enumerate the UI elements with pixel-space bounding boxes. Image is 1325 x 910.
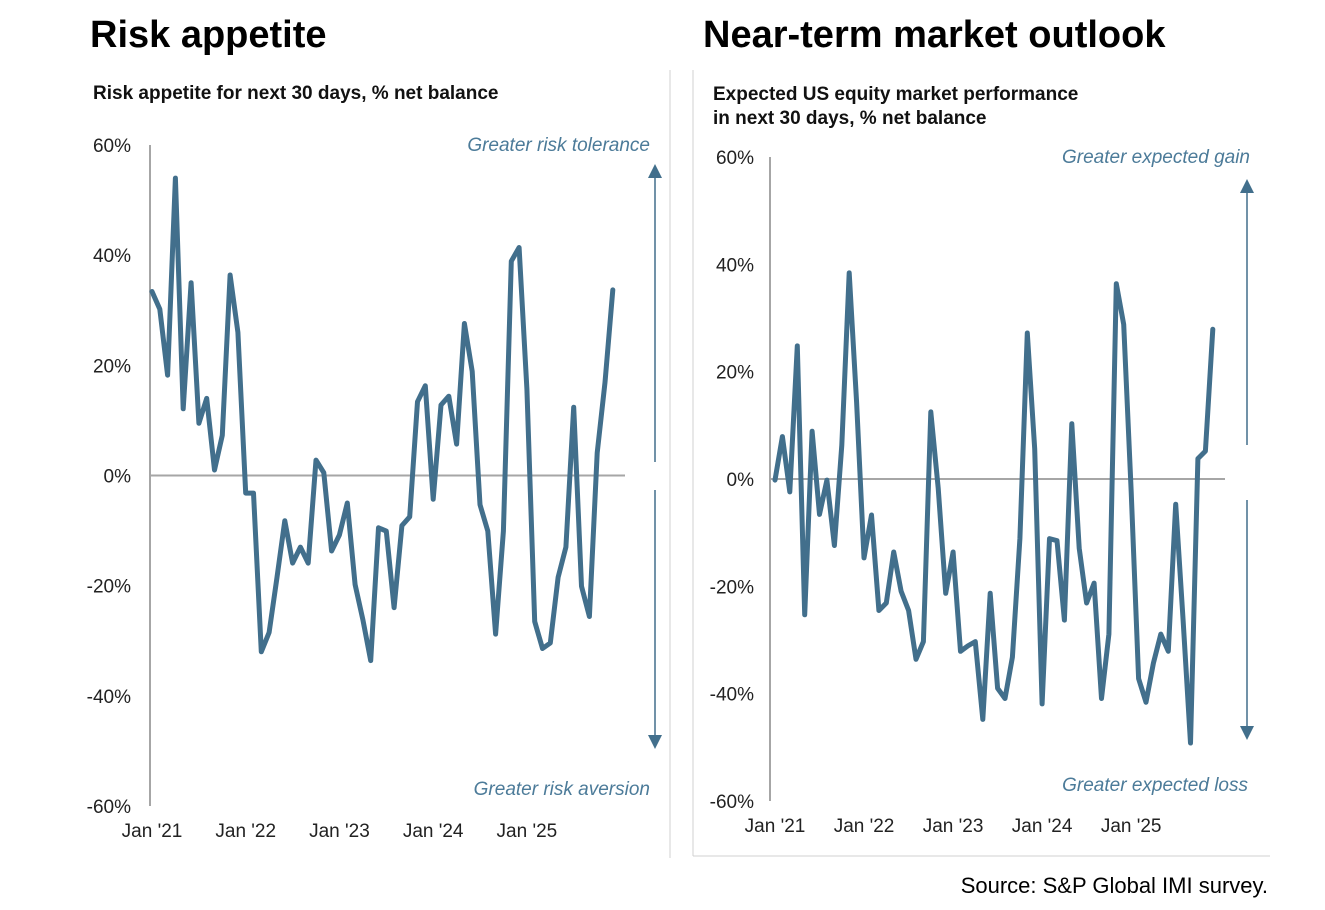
left-annotation-bottom: Greater risk aversion [474, 779, 650, 800]
right-subtitle-line1: Expected US equity market performance [713, 84, 1078, 105]
right-annotation-bottom: Greater expected loss [1062, 775, 1248, 796]
right-plot: 60% 40% 20% 0% -20% -40% -60% Jan '21 Jan '22 Jan… [710, 148, 1254, 837]
right-x-tick-label: Jan '22 [834, 816, 895, 837]
left-x-tick-label: Jan '25 [497, 821, 558, 842]
source-note: Source: S&P Global IMI survey. [961, 873, 1268, 898]
left-plot: 60% 40% 20% 0% -20% -40% -60% Jan '21 Jan '22 Jan… [87, 136, 662, 842]
right-x-tick-label: Jan '21 [745, 816, 806, 837]
right-y-tick-label: 40% [716, 255, 754, 276]
left-x-tick-label: Jan '23 [309, 821, 370, 842]
left-y-tick-label: -60% [87, 797, 131, 818]
right-y-tick-label: 60% [716, 148, 754, 169]
left-y-tick-label: -20% [87, 577, 131, 598]
right-y-tick-label: 0% [727, 470, 755, 491]
left-annotation-top: Greater risk tolerance [467, 135, 650, 156]
left-y-tick-label: 40% [93, 246, 131, 267]
right-annotation-top: Greater expected gain [1062, 147, 1250, 168]
right-series-line [772, 270, 1216, 746]
right-y-tick-label: -40% [710, 685, 754, 706]
left-arrow-down-icon [648, 735, 662, 749]
right-y-tick-label: 20% [716, 363, 754, 384]
right-arrow-down-icon [1240, 726, 1254, 740]
left-y-tick-label: 60% [93, 136, 131, 157]
right-y-tick-label: -20% [710, 577, 754, 598]
left-x-tick-label: Jan '22 [215, 821, 276, 842]
right-y-tick-label: -60% [710, 792, 754, 813]
left-subtitle: Risk appetite for next 30 days, % net ba… [93, 83, 498, 104]
right-arrow-up-icon [1240, 179, 1254, 193]
left-arrow-up-icon [648, 164, 662, 178]
left-y-tick-label: 20% [93, 356, 131, 377]
left-y-tick-label: -40% [87, 687, 131, 708]
left-title: Risk appetite [90, 14, 327, 56]
right-x-tick-label: Jan '25 [1101, 816, 1162, 837]
right-x-tick-label: Jan '23 [923, 816, 984, 837]
left-x-tick-label: Jan '24 [403, 821, 464, 842]
left-series-line [149, 175, 616, 664]
left-x-tick-label: Jan '21 [122, 821, 183, 842]
right-x-tick-label: Jan '24 [1012, 816, 1073, 837]
left-y-tick-label: 0% [104, 467, 132, 488]
right-subtitle-line2: in next 30 days, % net balance [713, 108, 987, 129]
right-title: Near-term market outlook [703, 14, 1166, 56]
